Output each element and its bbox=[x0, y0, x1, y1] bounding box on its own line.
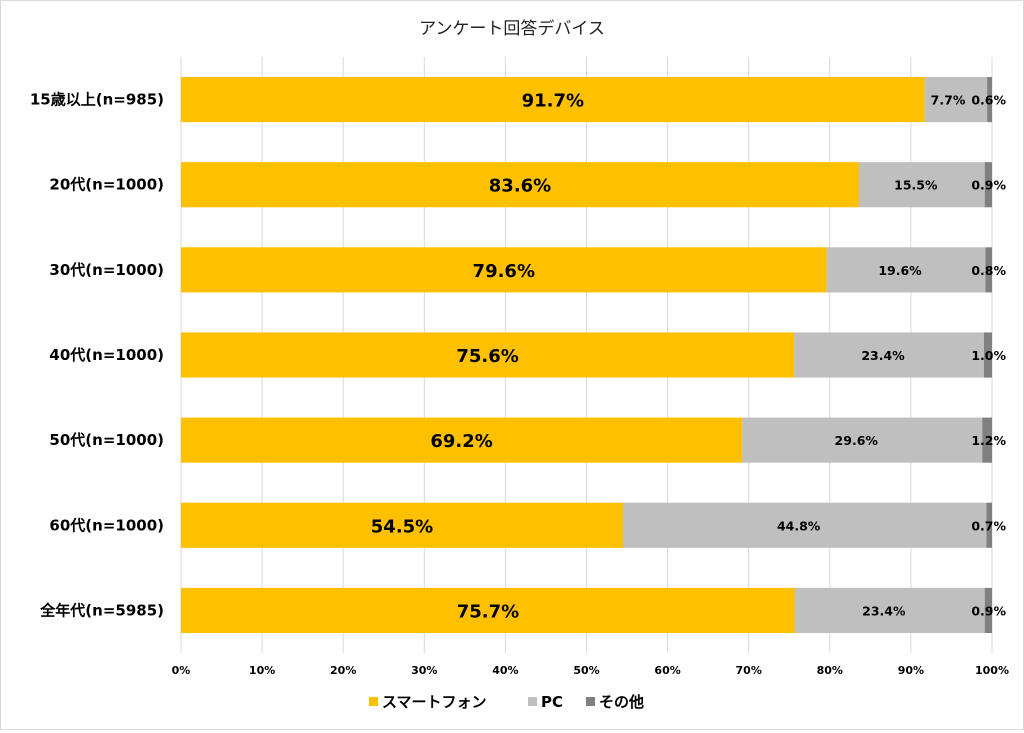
category-label: 15歳以上(n=985) bbox=[30, 91, 164, 109]
bar-segment bbox=[794, 332, 984, 378]
x-axis-ticks: 0% 10% 20% 30% 40% 50% 60% 70% 80% 90% 100% bbox=[172, 664, 1009, 677]
bar-segment bbox=[742, 417, 983, 463]
bar-segment bbox=[181, 332, 795, 378]
x-tick-label: 50% bbox=[573, 664, 599, 677]
data-label: 44.8% bbox=[777, 518, 821, 533]
bar-segment bbox=[985, 247, 992, 293]
data-label: 1.2% bbox=[971, 433, 1006, 448]
bar-segment bbox=[924, 77, 988, 123]
data-label: 7.7% bbox=[931, 93, 966, 108]
bar-segment bbox=[181, 502, 623, 548]
category-label: 30代(n=1000) bbox=[49, 261, 164, 279]
bar-segment bbox=[858, 162, 985, 208]
bar-segment bbox=[181, 417, 743, 463]
data-label: 0.6% bbox=[971, 93, 1006, 108]
data-label: 75.7% bbox=[457, 601, 519, 622]
bar-segment bbox=[181, 77, 925, 123]
x-tick-label: 40% bbox=[492, 664, 518, 677]
data-label: 75.6% bbox=[456, 346, 518, 367]
bar-segment bbox=[794, 587, 985, 633]
data-label: 0.9% bbox=[971, 178, 1006, 193]
data-label: 0.8% bbox=[971, 263, 1006, 278]
bar-segment bbox=[984, 162, 992, 208]
bar-segment bbox=[181, 587, 795, 633]
legend: スマートフォン PC その他 bbox=[369, 693, 644, 711]
category-label: 40代(n=1000) bbox=[49, 346, 164, 364]
bar-segment bbox=[982, 417, 992, 463]
legend-swatch bbox=[528, 697, 537, 706]
legend-swatch bbox=[369, 697, 378, 706]
data-label: 54.5% bbox=[371, 516, 433, 537]
x-tick-label: 0% bbox=[172, 664, 191, 677]
bar-segment bbox=[181, 162, 859, 208]
data-label: 19.6% bbox=[878, 263, 922, 278]
x-tick-label: 30% bbox=[411, 664, 437, 677]
chart-title: アンケート回答デバイス bbox=[419, 18, 605, 39]
data-label: 29.6% bbox=[835, 433, 879, 448]
data-label: 1.0% bbox=[971, 348, 1006, 363]
data-label: 0.7% bbox=[971, 518, 1006, 533]
category-label: 20代(n=1000) bbox=[49, 176, 164, 194]
bar-segment bbox=[986, 502, 992, 548]
x-tick-label: 100% bbox=[975, 664, 1009, 677]
bars: 91.7% 7.7% 0.6% 83.6% 15.5% 0.9% 79.6% 19.6% 0.8… bbox=[181, 77, 1006, 633]
bar-segment bbox=[826, 247, 986, 293]
x-tick-label: 70% bbox=[736, 664, 762, 677]
data-label: 15.5% bbox=[894, 178, 938, 193]
legend-label: その他 bbox=[599, 693, 644, 711]
category-label: 全年代(n=5985) bbox=[39, 601, 164, 619]
x-tick-label: 10% bbox=[249, 664, 275, 677]
x-tick-label: 60% bbox=[654, 664, 680, 677]
data-label: 23.4% bbox=[861, 348, 905, 363]
bar-segment bbox=[622, 502, 987, 548]
category-labels: 15歳以上(n=985) 20代(n=1000) 30代(n=1000) 40代(n=… bbox=[30, 91, 164, 620]
x-tick-label: 80% bbox=[817, 664, 843, 677]
category-label: 60代(n=1000) bbox=[49, 516, 164, 534]
data-label: 23.4% bbox=[862, 603, 906, 618]
legend-label: PC bbox=[541, 693, 563, 711]
data-label: 0.9% bbox=[971, 603, 1006, 618]
legend-swatch bbox=[586, 697, 595, 706]
x-tick-label: 90% bbox=[898, 664, 924, 677]
category-label: 50代(n=1000) bbox=[49, 431, 164, 449]
bar-segment bbox=[181, 247, 827, 293]
data-label: 69.2% bbox=[430, 431, 492, 452]
data-label: 91.7% bbox=[522, 91, 584, 112]
x-tick-label: 20% bbox=[330, 664, 356, 677]
bar-segment bbox=[987, 77, 992, 123]
bar-segment bbox=[983, 332, 992, 378]
data-label: 83.6% bbox=[489, 176, 551, 197]
data-label: 79.6% bbox=[473, 261, 535, 282]
bar-segment bbox=[984, 587, 992, 633]
legend-label: スマートフォン bbox=[382, 693, 487, 711]
